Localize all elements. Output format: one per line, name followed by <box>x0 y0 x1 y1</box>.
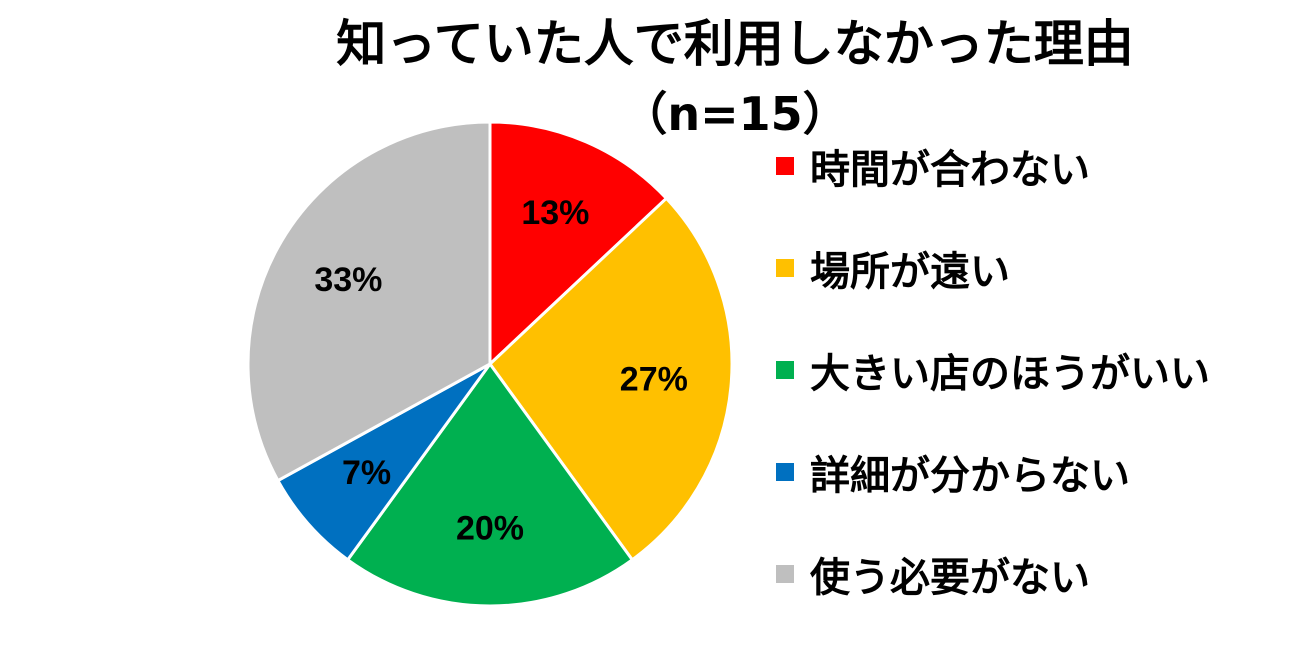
legend-swatch-2 <box>776 361 794 379</box>
legend-label-0: 時間が合わない <box>810 147 1090 193</box>
legend-item-1: 場所が遠い <box>776 238 1010 298</box>
legend-swatch-3 <box>776 463 794 481</box>
pie-slice-3 <box>275 362 492 562</box>
pie-slice-1 <box>488 196 734 562</box>
slice-value-label-1: 27% <box>620 360 688 398</box>
legend-label-3: 詳細が分からない <box>810 453 1130 499</box>
legend-label-4: 使う必要がない <box>810 555 1090 601</box>
slice-value-label-3: 7% <box>342 454 391 492</box>
slice-value-label-0: 13% <box>521 194 589 232</box>
legend-label-2: 大きい店のほうがいい <box>810 351 1210 397</box>
legend-label-1: 場所が遠い <box>810 249 1010 295</box>
pie-slice-4 <box>246 120 492 483</box>
legend-item-0: 時間が合わない <box>776 136 1090 196</box>
legend-swatch-4 <box>776 565 794 583</box>
chart-subtitle: （n=15） <box>621 87 849 141</box>
pie-slice-2 <box>345 361 635 608</box>
legend-item-4: 使う必要がない <box>776 544 1090 604</box>
legend-swatch-0 <box>776 157 794 175</box>
legend-item-2: 大きい店のほうがいい <box>776 340 1210 400</box>
legend-swatch-1 <box>776 259 794 277</box>
slice-value-label-4: 33% <box>314 261 382 299</box>
slice-value-label-2: 20% <box>456 510 524 548</box>
legend-item-3: 詳細が分からない <box>776 442 1130 502</box>
chart-title: 知っていた人で利用しなかった理由 <box>336 15 1134 73</box>
pie-slice-0 <box>488 120 669 368</box>
